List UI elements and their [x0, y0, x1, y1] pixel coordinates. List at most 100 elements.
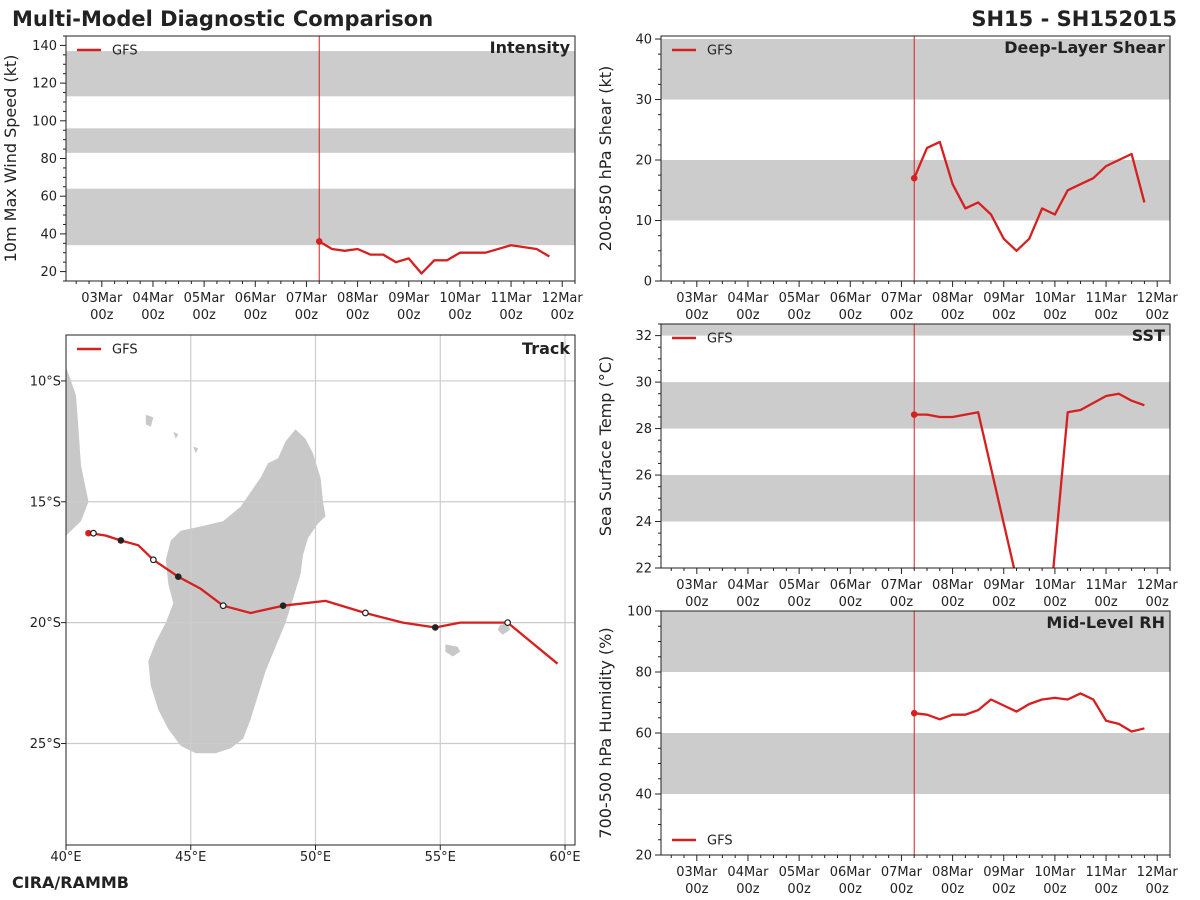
- intensity-xtick-label: 11Mar: [491, 291, 533, 306]
- sst-frame: [660, 323, 1171, 569]
- track-daily-point-open: [362, 609, 369, 617]
- shear-ytick-label: 0: [644, 275, 652, 290]
- rh-ytick-label: 40: [635, 788, 652, 803]
- shear-xtick-label: 03Mar: [676, 291, 718, 306]
- madagascar-land: [148, 429, 326, 754]
- intensity-ytick-label: 100: [32, 114, 57, 129]
- shear-initial-point: [910, 174, 918, 182]
- track-xtick-label: 60°E: [549, 850, 580, 865]
- rh-xtick-hour: 00z: [941, 882, 965, 897]
- track-ytick-label: 15°S: [30, 495, 61, 510]
- shear-xtick-hour: 00z: [890, 308, 914, 323]
- sst-xtick-label: 10Mar: [1034, 578, 1076, 593]
- sst-title: SST: [1132, 326, 1165, 345]
- track-start-point: [85, 529, 92, 537]
- shear-xtick-hour: 00z: [787, 308, 811, 323]
- credit-label: CIRA/RAMMB: [12, 873, 129, 892]
- shear-ytick-label: 30: [635, 93, 652, 108]
- sst-xtick-label: 04Mar: [727, 578, 769, 593]
- africa-coast-land: [66, 367, 89, 536]
- intensity-xtick-label: 08Mar: [337, 291, 379, 306]
- sst-xtick-label: 05Mar: [779, 578, 821, 593]
- rh-xtick-hour: 00z: [685, 882, 709, 897]
- sst-ytick-label: 30: [635, 376, 652, 391]
- rh-ytick-label: 80: [635, 666, 652, 681]
- storm-id: SH15 - SH152015: [971, 7, 1177, 31]
- shear-xtick-label: 09Mar: [983, 291, 1025, 306]
- shear-threshold-band: [661, 39, 1170, 100]
- intensity-xtick-hour: 00z: [192, 308, 216, 323]
- intensity-ytick-label: 60: [40, 190, 57, 205]
- shear-ylabel: 200-850 hPa Shear (kt): [596, 66, 615, 252]
- sst-threshold-band: [661, 475, 1170, 522]
- intensity-bands: [66, 51, 575, 246]
- intensity-series-gfs: [318, 240, 550, 275]
- rh-xtick-label: 11Mar: [1086, 865, 1128, 880]
- track-xtick-label: 40°E: [50, 850, 81, 865]
- rh-xtick-hour: 00z: [890, 882, 914, 897]
- shear-xtick-hour: 00z: [1094, 308, 1118, 323]
- shear-legend-label: GFS: [707, 44, 733, 59]
- intensity-threshold-band: [66, 128, 575, 153]
- rh-panel: 20 40 60 80 100 03Mar 00z 04Mar 00z 05Mar 00z 06Mar…: [596, 605, 1178, 898]
- shear-ytick-label: 40: [635, 33, 652, 48]
- rh-xtick-label: 06Mar: [830, 865, 872, 880]
- shear-frame: [660, 35, 1171, 282]
- shear-xtick-label: 08Mar: [932, 291, 974, 306]
- track-ytick-label: 10°S: [30, 374, 61, 389]
- track-legend-label: GFS: [112, 343, 138, 358]
- intensity-xtick-label: 12Mar: [542, 291, 584, 306]
- track-map-area: [66, 335, 575, 845]
- track-xtick-label: 45°E: [175, 850, 206, 865]
- shear-xtick-label: 05Mar: [779, 291, 821, 306]
- sst-bands: [661, 324, 1170, 522]
- sst-panel: 22 24 26 28 30 32 03Mar 00z 04Mar 00z 05Mar 00z 06Ma…: [596, 323, 1179, 610]
- track-daily-point-filled: [117, 537, 125, 544]
- track-ytick-label: 20°S: [30, 616, 61, 631]
- rh-title: Mid-Level RH: [1046, 613, 1165, 632]
- intensity-xtick-label: 07Mar: [286, 291, 328, 306]
- sst-xtick-hour: 00z: [736, 595, 760, 610]
- intensity-ytick-label: 140: [32, 39, 57, 54]
- rh-xtick-hour: 00z: [787, 882, 811, 897]
- intensity-xtick-hour: 00z: [141, 308, 165, 323]
- sst-xtick-label: 06Mar: [830, 578, 872, 593]
- sst-xtick-label: 12Mar: [1137, 578, 1179, 593]
- shear-threshold-band: [661, 160, 1170, 221]
- sst-xtick-hour: 00z: [839, 595, 863, 610]
- rh-series-gfs: [914, 692, 1145, 733]
- comoros-islet: [173, 431, 179, 439]
- sst-xtick-label: 08Mar: [932, 578, 974, 593]
- mayotte-islet: [193, 446, 199, 454]
- track-daily-point-open: [90, 529, 97, 537]
- intensity-xtick-label: 03Mar: [81, 291, 123, 306]
- rh-ytick-label: 60: [635, 727, 652, 742]
- sst-xtick-hour: 00z: [941, 595, 965, 610]
- intensity-threshold-band: [66, 51, 575, 97]
- rh-legend-label: GFS: [707, 834, 733, 849]
- shear-xtick-hour: 00z: [839, 308, 863, 323]
- sst-ytick-label: 22: [635, 562, 652, 577]
- rh-initial-point: [910, 709, 918, 717]
- rh-xtick-label: 12Mar: [1137, 865, 1179, 880]
- shear-xtick-hour: 00z: [685, 308, 709, 323]
- rh-xtick-label: 05Mar: [779, 865, 821, 880]
- track-xtick-label: 55°E: [425, 850, 456, 865]
- reunion-island: [445, 644, 461, 657]
- intensity-threshold-band: [66, 188, 575, 246]
- shear-xtick-label: 04Mar: [727, 291, 769, 306]
- track-frame: [65, 334, 576, 846]
- intensity-xtick-hour: 00z: [295, 308, 319, 323]
- intensity-ytick-label: 120: [32, 77, 57, 92]
- track-title: Track: [522, 339, 570, 358]
- intensity-xtick-label: 10Mar: [439, 291, 481, 306]
- rh-xtick-hour: 00z: [1094, 882, 1118, 897]
- sst-threshold-band: [661, 324, 1170, 336]
- intensity-xtick-hour: 00z: [397, 308, 421, 323]
- track-daily-point-open: [504, 619, 512, 627]
- sst-xtick-hour: 00z: [685, 595, 709, 610]
- sst-xtick-hour: 00z: [890, 595, 914, 610]
- track-ytick-label: 25°S: [30, 737, 61, 752]
- rh-xtick-label: 09Mar: [983, 865, 1025, 880]
